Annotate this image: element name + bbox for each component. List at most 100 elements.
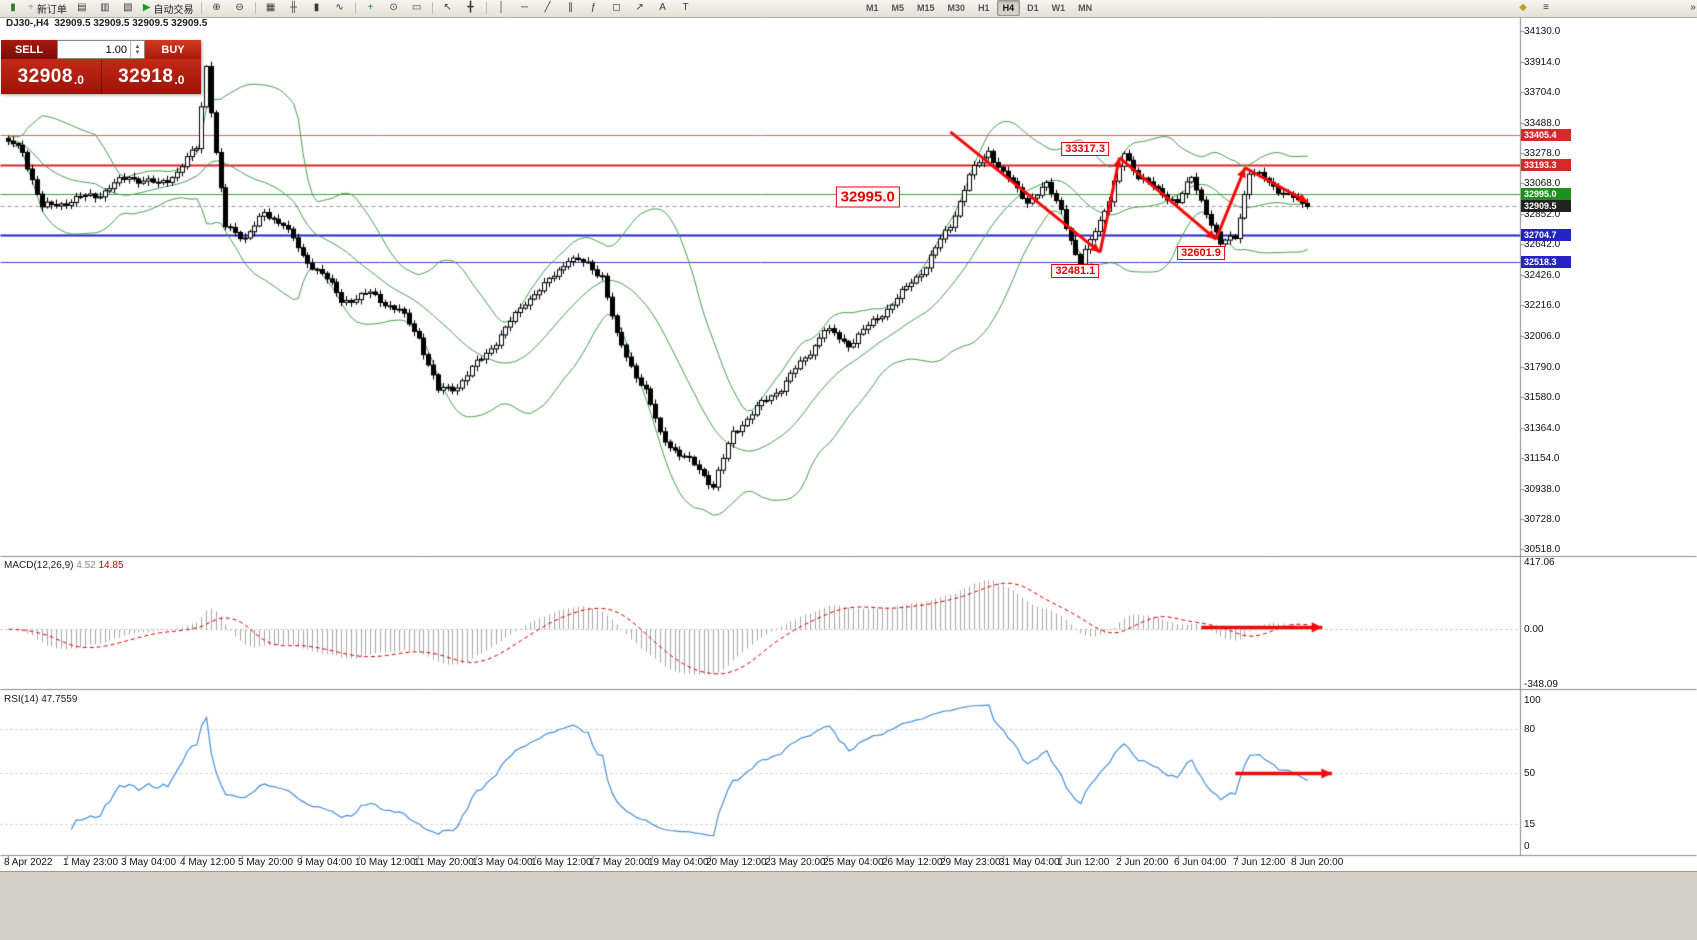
crosshair-icon: ╋ xyxy=(467,2,474,13)
horizontal-line-icon[interactable]: ─ xyxy=(514,0,536,16)
crosshair-icon[interactable]: ╋ xyxy=(460,0,482,16)
periods-icon: ⊙ xyxy=(389,2,398,13)
text-label-icon[interactable]: T xyxy=(675,0,697,16)
settings-icon: ≡ xyxy=(1543,2,1549,13)
buy-button[interactable]: BUY xyxy=(145,40,201,59)
community-icon[interactable]: ◆ xyxy=(1512,0,1534,16)
sell-button[interactable]: SELL xyxy=(1,40,57,59)
zoom-in-icon: ⊕ xyxy=(212,2,221,13)
new-order-button-label: 新订单 xyxy=(36,4,67,16)
toolbar-overflow-icon: » xyxy=(1690,2,1696,13)
profiles-icon: ▥ xyxy=(100,2,110,13)
chart-window-icon[interactable]: ▤ xyxy=(71,0,93,16)
periods-icon[interactable]: ⊙ xyxy=(383,0,405,16)
volume-input[interactable]: 1.00 ▲ ▼ xyxy=(57,40,145,59)
trendline-icon[interactable]: ╱ xyxy=(537,0,559,16)
add-indicator-icon[interactable]: + xyxy=(360,0,382,16)
one-click-trading-panel: SELL 1.00 ▲ ▼ BUY 32908.0 32918.0 xyxy=(1,40,201,94)
timeframe-d1[interactable]: D1 xyxy=(1027,3,1039,13)
grid-icon[interactable]: ▦ xyxy=(260,0,282,16)
spin-up-icon[interactable]: ▲ xyxy=(134,43,141,50)
toolbar-separator xyxy=(254,2,256,14)
candlestick-chart-icon[interactable]: ▮ xyxy=(2,0,24,16)
macd-value: 4.52 xyxy=(76,560,96,571)
spin-down-icon[interactable]: ▼ xyxy=(134,49,141,56)
data-window-icon[interactable]: ▧ xyxy=(117,0,139,16)
buy-price-button[interactable]: 32918.0 xyxy=(101,59,201,94)
new-order-icon: + xyxy=(28,2,34,13)
templates-icon: ▭ xyxy=(411,2,422,13)
community-icon: ◆ xyxy=(1519,2,1527,13)
timeframe-h4[interactable]: H4 xyxy=(996,0,1021,16)
candlestick-chart-icon: ▮ xyxy=(10,2,16,13)
toolbar-separator xyxy=(200,2,202,14)
macd-signal-value: 14.85 xyxy=(98,560,124,571)
templates-icon[interactable]: ▭ xyxy=(406,0,428,16)
arrow-tool-icon: ↗ xyxy=(635,2,644,13)
cursor-icon[interactable]: ↖ xyxy=(437,0,459,16)
data-window-icon: ▧ xyxy=(123,2,133,13)
symbol-ohlc: 32909.5 32909.5 32909.5 32909.5 xyxy=(54,18,208,29)
cursor-icon: ↖ xyxy=(443,2,452,13)
rsi-value: 47.7559 xyxy=(41,694,78,705)
timeframe-m5[interactable]: M5 xyxy=(891,3,905,13)
toolbar-separator xyxy=(431,2,433,14)
auto-trading-button-label: 自动交易 xyxy=(153,4,194,16)
zoom-in-icon[interactable]: ⊕ xyxy=(206,0,228,16)
shapes-icon[interactable]: ◻ xyxy=(606,0,628,16)
timeframe-m30[interactable]: M30 xyxy=(947,3,966,13)
timeframe-w1[interactable]: W1 xyxy=(1051,3,1066,13)
volume-spinner[interactable]: ▲ ▼ xyxy=(130,41,144,58)
timeframe-mn[interactable]: MN xyxy=(1078,3,1093,13)
new-order-button[interactable]: + 新订单 xyxy=(25,0,70,16)
macd-indicator-label: MACD(12,26,9) 4.52 14.85 xyxy=(4,560,124,571)
timeframe-m15[interactable]: M15 xyxy=(917,3,935,13)
grid-icon: ▦ xyxy=(265,2,276,13)
chart-window-icon: ▤ xyxy=(77,2,87,13)
sell-price: 32908 xyxy=(17,65,73,87)
fibonacci-icon: ƒ xyxy=(590,2,597,13)
chart-symbol-title: DJ30-,H4 32909.5 32909.5 32909.5 32909.5 xyxy=(6,18,207,29)
line-chart-type-icon: ∿ xyxy=(335,2,344,13)
buy-price: 32918 xyxy=(118,65,174,87)
toolbar-overflow-icon[interactable]: » xyxy=(1682,0,1697,16)
bottom-strip xyxy=(0,871,1697,940)
text-icon: A xyxy=(659,2,666,13)
channel-icon: ∥ xyxy=(568,2,574,13)
rsi-indicator-label: RSI(14) 47.7559 xyxy=(4,694,77,705)
toolbar-separator xyxy=(485,2,487,14)
profiles-icon[interactable]: ▥ xyxy=(94,0,116,16)
text-icon[interactable]: A xyxy=(652,0,674,16)
zoom-out-icon: ⊖ xyxy=(235,2,244,13)
timeframe-m1[interactable]: M1 xyxy=(866,3,879,13)
vertical-line-icon[interactable]: │ xyxy=(491,0,513,16)
sell-price-button[interactable]: 32908.0 xyxy=(1,59,102,94)
bar-chart-type-icon[interactable]: ╫ xyxy=(283,0,305,16)
toolbar-separator xyxy=(354,2,356,14)
rsi-name: RSI(14) xyxy=(4,694,39,705)
toolbar: ▮ + 新订单 ▤ ▥ ▧ ▶ 自动交易 ⊕ ⊖ ▦ ╫ ▮ ∿ + ⊙ ▭ ↖ ╋ │ ─ ╱ ∥ ƒ ◻ ↗ A T M1 M5 M15… xyxy=(0,0,1697,18)
bar-chart-type-icon: ╫ xyxy=(290,2,298,13)
volume-value: 1.00 xyxy=(105,43,127,56)
settings-icon[interactable]: ≡ xyxy=(1535,0,1557,16)
symbol-name: DJ30-,H4 xyxy=(6,18,49,29)
candlestick-type-icon: ▮ xyxy=(313,2,320,13)
shapes-icon: ◻ xyxy=(612,2,621,13)
add-indicator-icon: + xyxy=(367,2,374,13)
trendline-icon: ╱ xyxy=(544,2,551,13)
arrow-tool-icon[interactable]: ↗ xyxy=(629,0,651,16)
horizontal-line-icon: ─ xyxy=(521,2,529,13)
line-chart-type-icon[interactable]: ∿ xyxy=(329,0,351,16)
auto-trading-button[interactable]: ▶ 自动交易 xyxy=(140,0,197,16)
text-label-icon: T xyxy=(682,2,689,13)
fibonacci-icon[interactable]: ƒ xyxy=(583,0,605,16)
price-chart-canvas[interactable] xyxy=(0,17,1697,940)
timeframe-h1[interactable]: H1 xyxy=(978,3,990,13)
macd-name: MACD(12,26,9) xyxy=(4,560,74,571)
candlestick-type-icon[interactable]: ▮ xyxy=(306,0,328,16)
buy-price-frac: .0 xyxy=(174,72,185,87)
zoom-out-icon[interactable]: ⊖ xyxy=(229,0,251,16)
channel-icon[interactable]: ∥ xyxy=(560,0,582,16)
